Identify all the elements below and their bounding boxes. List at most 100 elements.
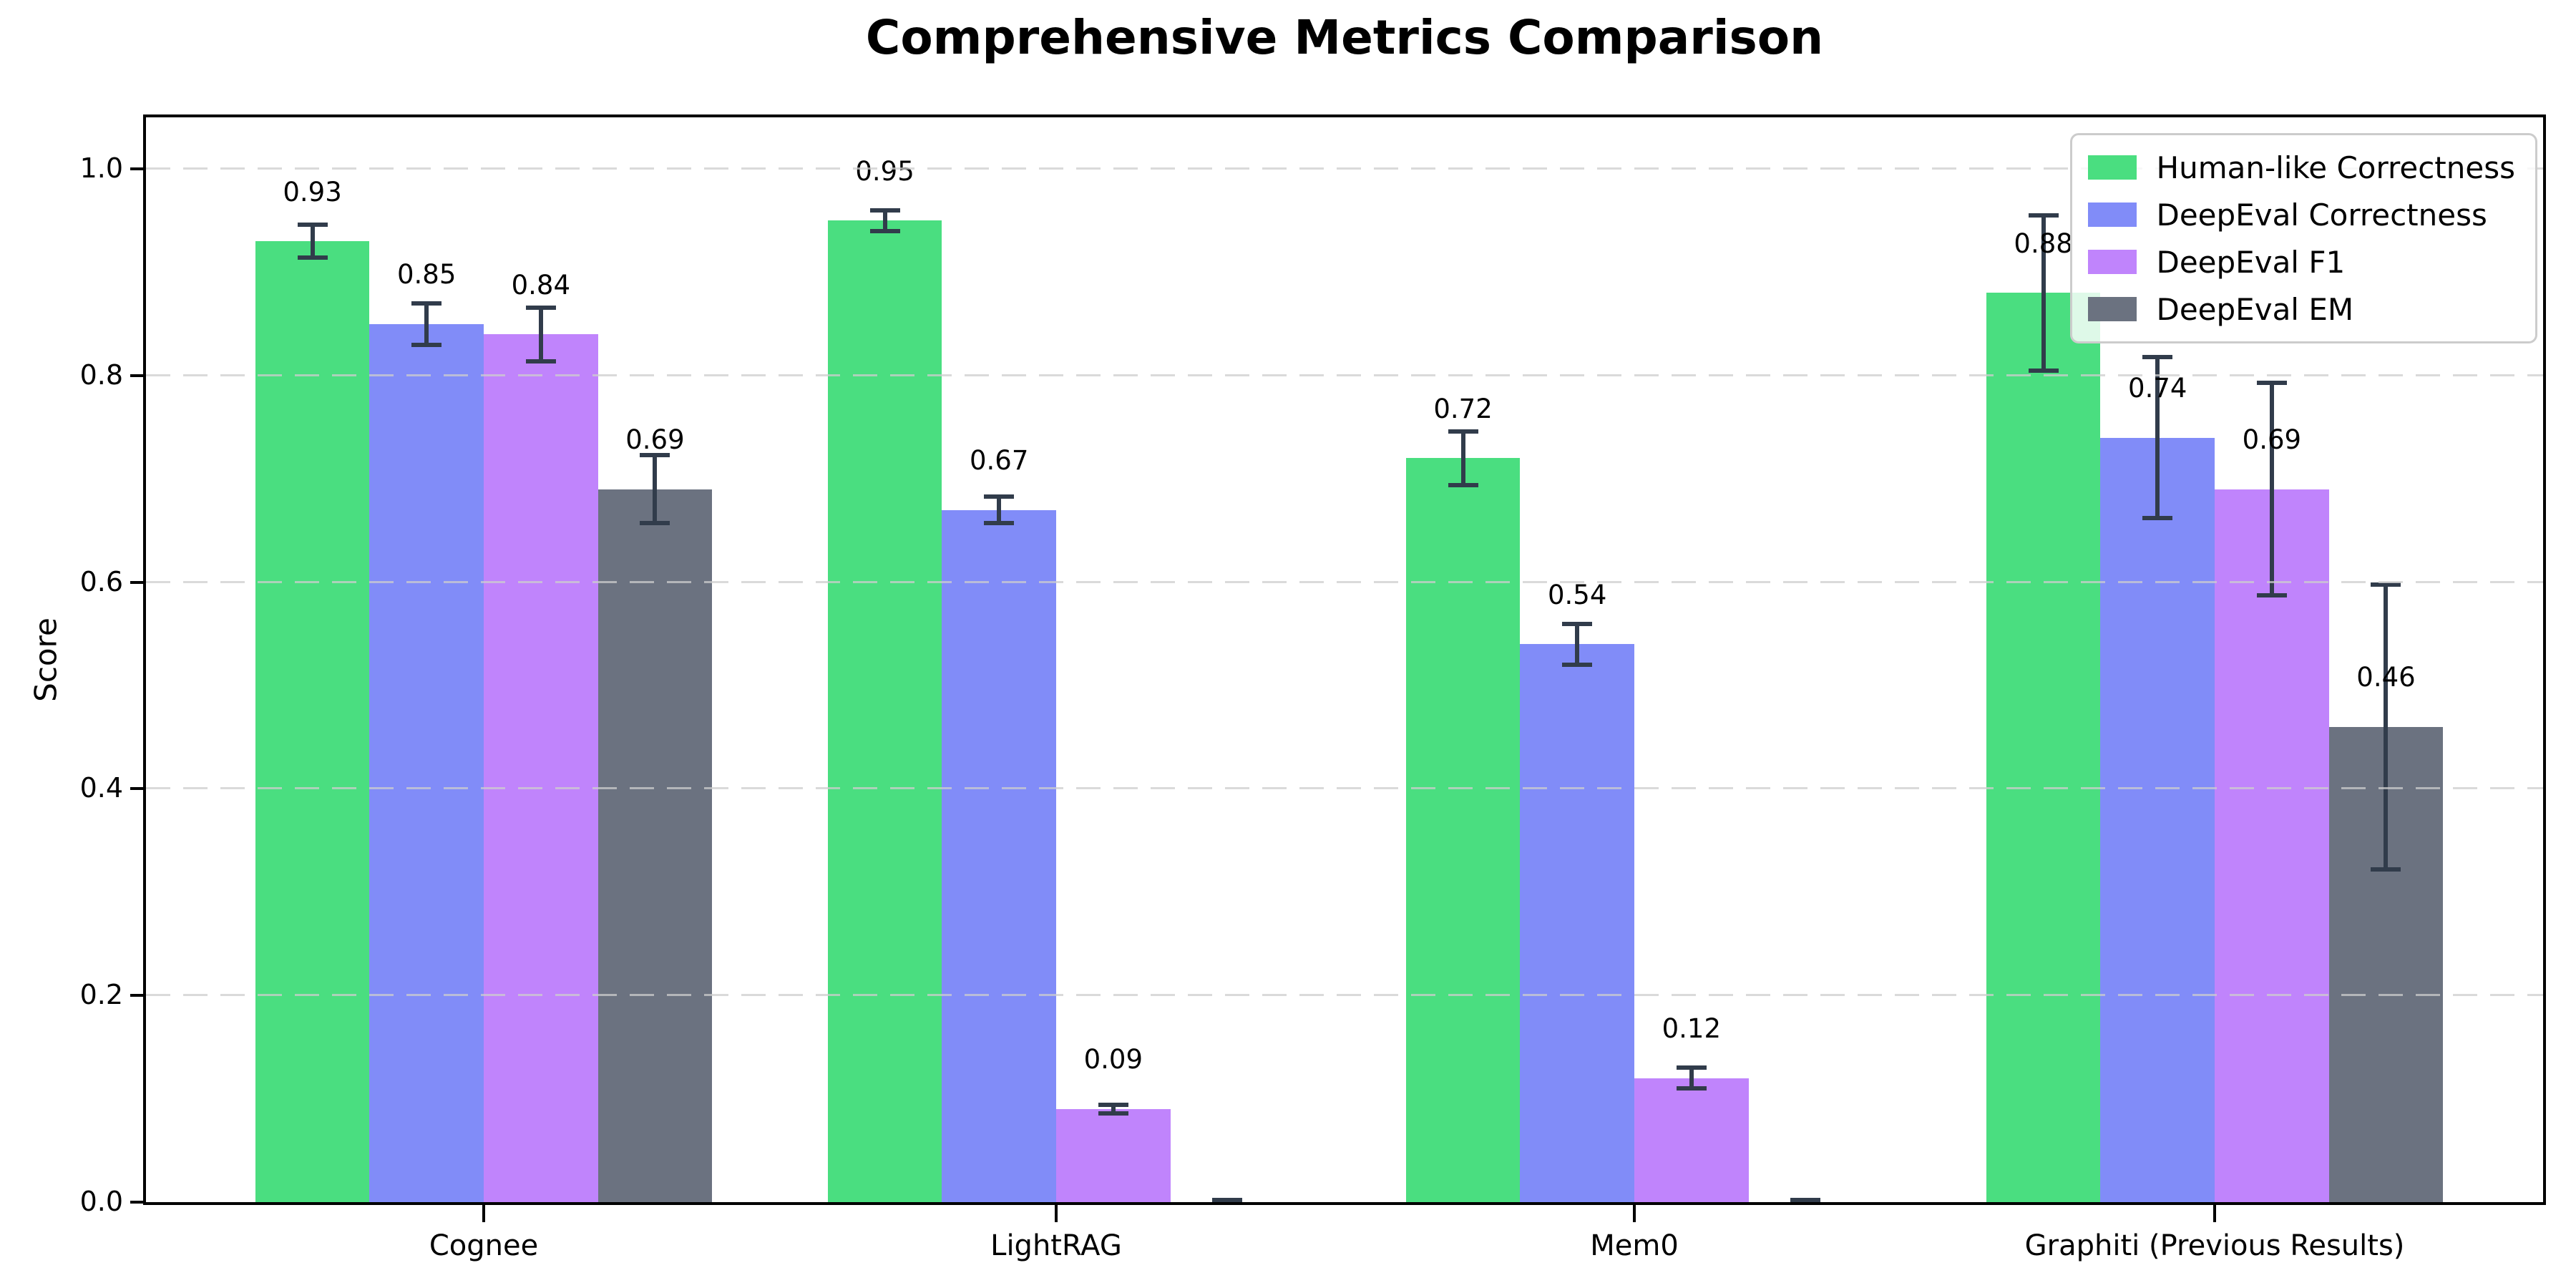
error-cap-bottom	[640, 521, 670, 526]
x-category-label-cognee: Cognee	[429, 1229, 539, 1262]
legend: Human-like Correctness DeepEval Correctne…	[2069, 133, 2537, 343]
bar-value-label-graphiti-previous-results-deepeval-em: 0.46	[2356, 662, 2416, 693]
bar-cognee-human-like-correctness	[255, 241, 370, 1202]
bar-mem0-deepeval-f1	[1634, 1078, 1749, 1202]
y-tick-mark	[130, 1201, 146, 1204]
y-tick-mark	[130, 787, 146, 791]
error-cap-top	[869, 208, 900, 213]
legend-swatch-deepeval-f1	[2087, 250, 2137, 274]
y-tick-label: 0.2	[79, 979, 123, 1011]
error-cap-top	[1448, 429, 1478, 434]
error-cap-bottom	[1448, 482, 1478, 487]
y-tick-label: 0.4	[79, 772, 123, 804]
bar-value-label-lightrag-deepeval-f1: 0.09	[1083, 1044, 1143, 1075]
bar-lightrag-human-like-correctness	[827, 220, 942, 1202]
error-cap-bottom	[1098, 1111, 1128, 1116]
x-tick-mark	[482, 1205, 485, 1222]
error-bar-graphiti-previous-results-deepeval-f1	[2269, 381, 2274, 598]
bar-lightrag-deepeval-f1	[1055, 1109, 1171, 1202]
legend-item-deepeval-correctness: DeepEval Correctness	[2087, 194, 2516, 235]
error-cap-bottom	[411, 342, 442, 347]
error-bar-cognee-deepeval-correctness	[424, 301, 429, 347]
bar-value-label-graphiti-previous-results-deepeval-correctness: 0.74	[2128, 372, 2187, 404]
x-category-label-mem0: Mem0	[1590, 1229, 1679, 1262]
bar-mem0-human-like-correctness	[1405, 458, 1521, 1202]
error-cap-bottom	[1562, 663, 1593, 668]
bar-cognee-deepeval-em	[597, 489, 713, 1202]
y-tick-label: 0.0	[79, 1186, 123, 1217]
y-axis-label: Score	[28, 618, 64, 702]
error-bar-lightrag-human-like-correctness	[882, 208, 887, 233]
error-cap-bottom	[2256, 593, 2287, 598]
x-category-label-lightrag: LightRAG	[990, 1229, 1122, 1262]
error-bar-lightrag-deepeval-correctness	[997, 494, 1002, 526]
error-bar-mem0-human-like-correctness	[1460, 429, 1465, 487]
error-cap-top	[1562, 621, 1593, 626]
error-cap-top	[2256, 381, 2287, 386]
bar-graphiti-previous-results-deepeval-correctness	[2100, 437, 2215, 1202]
error-cap-top	[984, 494, 1015, 499]
error-cap-top	[640, 453, 670, 458]
x-tick-mark	[1054, 1205, 1058, 1222]
bar-value-label-cognee-deepeval-correctness: 0.85	[396, 259, 457, 291]
error-bar-graphiti-previous-results-deepeval-correctness	[2155, 355, 2160, 521]
error-bar-graphiti-previous-results-deepeval-em	[2384, 582, 2389, 872]
x-tick-mark	[1633, 1205, 1636, 1222]
bar-mem0-deepeval-correctness	[1520, 644, 1634, 1202]
error-cap-bottom	[869, 228, 900, 233]
legend-label-deepeval-correctness: DeepEval Correctness	[2156, 197, 2487, 233]
legend-label-deepeval-em: DeepEval EM	[2156, 291, 2354, 327]
error-bar-mem0-deepeval-f1	[1689, 1065, 1694, 1091]
error-cap-bottom	[525, 358, 556, 364]
error-cap-bottom	[1676, 1086, 1707, 1091]
bar-value-label-mem0-human-like-correctness: 0.72	[1433, 393, 1493, 424]
y-tick-label: 0.6	[79, 565, 123, 597]
x-category-label-graphiti-previous-results: Graphiti (Previous Results)	[2024, 1229, 2405, 1262]
error-cap-bottom	[297, 255, 328, 260]
error-bar-cognee-human-like-correctness	[310, 223, 315, 260]
x-tick-mark	[2213, 1205, 2217, 1222]
legend-item-human-like-correctness: Human-like Correctness	[2087, 147, 2516, 188]
error-cap-top	[411, 301, 442, 306]
bar-value-label-cognee-deepeval-em: 0.69	[625, 424, 685, 456]
y-tick-mark	[130, 167, 146, 171]
bar-value-label-graphiti-previous-results-human-like-correctness: 0.88	[2014, 228, 2073, 259]
bar-graphiti-previous-results-deepeval-f1	[2215, 489, 2329, 1202]
bar-value-label-lightrag-deepeval-correctness: 0.67	[969, 445, 1029, 477]
error-bar-cognee-deepeval-em	[653, 453, 658, 526]
error-cap-top	[1676, 1065, 1707, 1070]
bar-value-label-mem0-deepeval-f1: 0.12	[1662, 1013, 1722, 1045]
bar-lightrag-deepeval-correctness	[942, 509, 1056, 1202]
legend-swatch-deepeval-em	[2087, 297, 2137, 321]
error-cap-top	[1098, 1103, 1128, 1108]
error-bar-mem0-deepeval-correctness	[1575, 621, 1580, 668]
error-cap-top	[2028, 213, 2059, 218]
error-bar-lightrag-deepeval-f1	[1111, 1103, 1116, 1116]
error-cap-bottom	[1790, 1198, 1821, 1202]
error-cap-bottom	[2371, 867, 2401, 872]
error-cap-bottom	[2142, 516, 2173, 521]
bar-value-label-cognee-human-like-correctness: 0.93	[283, 176, 342, 208]
legend-swatch-human-like-correctness	[2087, 155, 2137, 180]
bar-cognee-deepeval-correctness	[369, 323, 484, 1202]
error-bar-graphiti-previous-results-human-like-correctness	[2041, 213, 2046, 373]
y-tick-mark	[130, 994, 146, 997]
bar-graphiti-previous-results-human-like-correctness	[1986, 293, 2101, 1202]
error-cap-top	[297, 223, 328, 228]
legend-swatch-deepeval-correctness	[2087, 203, 2137, 227]
error-cap-top	[525, 305, 556, 310]
bar-value-label-lightrag-human-like-correctness: 0.95	[855, 155, 914, 187]
error-cap-bottom	[2028, 368, 2059, 373]
error-cap-bottom	[1212, 1198, 1243, 1202]
error-cap-top	[2371, 582, 2401, 587]
error-bar-cognee-deepeval-f1	[538, 305, 543, 364]
y-tick-mark	[130, 374, 146, 377]
legend-item-deepeval-em: DeepEval EM	[2087, 288, 2516, 330]
legend-label-deepeval-f1: DeepEval F1	[2156, 244, 2346, 280]
error-cap-bottom	[984, 521, 1015, 526]
y-tick-label: 0.8	[79, 358, 123, 391]
legend-label-human-like-correctness: Human-like Correctness	[2156, 150, 2516, 185]
legend-item-deepeval-f1: DeepEval F1	[2087, 241, 2516, 283]
chart-title: Comprehensive Metrics Comparison	[865, 10, 1824, 65]
